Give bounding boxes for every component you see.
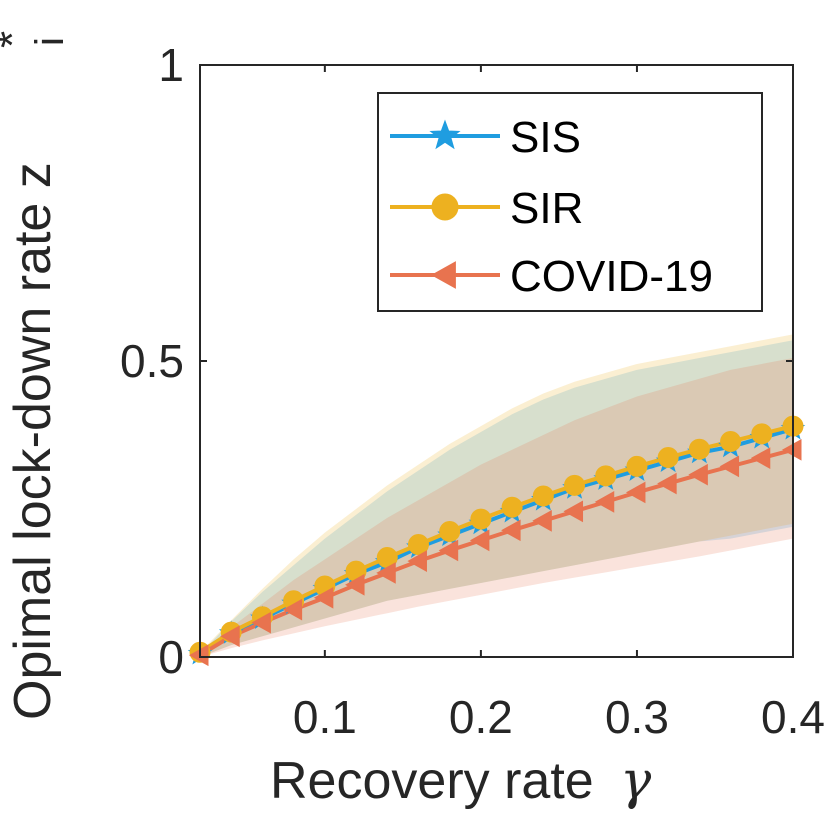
- point-covid-19-10: [501, 519, 521, 542]
- legend-marker-sis: [429, 119, 461, 150]
- x-axis-label-symbol: γ: [620, 751, 652, 811]
- y-axis-label-superscript: *: [0, 31, 37, 48]
- point-covid-19-1: [220, 625, 240, 648]
- point-sir-11: [532, 485, 554, 507]
- x-tick-label-0: 0.1: [293, 691, 357, 743]
- band-covid-19: [200, 358, 793, 657]
- markers-covid-19: [188, 438, 802, 667]
- y-axis: 00.51: [120, 39, 793, 683]
- legend-marker-sir: [431, 193, 459, 221]
- y-tick-label-1: 0.5: [120, 335, 184, 387]
- point-covid-19-14: [625, 481, 646, 504]
- legend-marker-covid-19: [430, 261, 456, 289]
- y-axis-label: Opimal lock-down rate z: [4, 162, 62, 720]
- point-covid-19-7: [407, 550, 427, 572]
- point-covid-19-16: [688, 463, 708, 486]
- x-axis-label: Recovery rate γ: [270, 751, 652, 811]
- x-axis-label-text: Recovery rate: [270, 752, 594, 810]
- point-covid-19-11: [532, 509, 552, 532]
- x-tick-label-1: 0.2: [449, 691, 513, 743]
- point-covid-19-17: [719, 455, 740, 478]
- legend-entry-sis: SIS: [390, 113, 581, 162]
- point-sir-13: [595, 465, 617, 487]
- point-covid-19-9: [469, 529, 490, 552]
- legend-label-covid-19: COVID-19: [510, 252, 713, 301]
- legend-label-sir: SIR: [510, 184, 583, 233]
- x-axis: 0.1 0.2 0.3 0.4: [293, 65, 825, 743]
- series-markers: [187, 415, 806, 667]
- point-sir-17: [720, 431, 742, 453]
- point-sir-8: [439, 520, 461, 542]
- point-covid-19-15: [657, 472, 677, 495]
- point-sir-7: [407, 534, 429, 556]
- point-sir-9: [470, 508, 492, 530]
- legend-entry-sir: SIR: [390, 184, 583, 233]
- legend-entry-covid-19: COVID-19: [390, 252, 713, 301]
- point-covid-19-18: [750, 447, 771, 469]
- y-axis-label-text: Opimal lock-down rate z: [4, 162, 62, 720]
- x-tick-label-2: 0.3: [605, 691, 669, 743]
- point-sir-10: [501, 496, 523, 518]
- y-tick-label-2: 1: [158, 39, 184, 91]
- point-covid-19-2: [251, 611, 271, 634]
- point-covid-19-12: [563, 500, 584, 523]
- legend-label-sis: SIS: [510, 113, 581, 162]
- point-sir-18: [751, 423, 773, 445]
- legend: SIS SIR COVID-19: [377, 92, 763, 312]
- point-sir-14: [626, 455, 648, 477]
- y-tick-label-0: 0: [158, 631, 184, 683]
- x-tick-label-3: 0.4: [761, 691, 825, 743]
- point-sir-15: [657, 446, 679, 468]
- y-axis-label-subscript: i: [28, 37, 72, 46]
- point-covid-19-8: [438, 539, 459, 562]
- point-covid-19-3: [282, 598, 303, 621]
- point-covid-19-13: [594, 491, 615, 513]
- point-sir-12: [564, 474, 586, 496]
- point-covid-19-6: [376, 562, 396, 584]
- point-covid-19-5: [345, 573, 365, 596]
- point-sir-16: [688, 438, 710, 460]
- point-covid-19-4: [313, 586, 334, 609]
